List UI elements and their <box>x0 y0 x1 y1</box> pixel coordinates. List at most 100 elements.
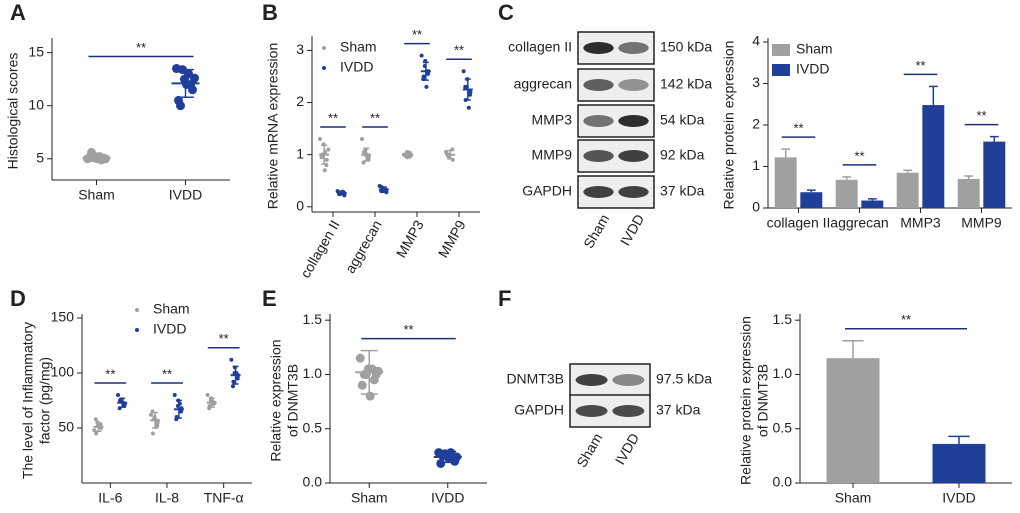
blot-band <box>612 374 645 386</box>
panel-label: A <box>10 0 26 25</box>
y-tick-label: 3 <box>752 74 760 90</box>
data-point <box>461 69 466 74</box>
significance-label: ** <box>454 43 464 58</box>
data-point <box>94 431 99 436</box>
data-point <box>373 366 383 376</box>
y-axis-label: Relative protein expression <box>738 316 754 485</box>
significance-label: ** <box>328 110 338 125</box>
blot-band <box>583 115 614 127</box>
data-point <box>357 380 367 390</box>
significance-label: ** <box>136 40 146 55</box>
blot-band <box>583 42 614 54</box>
y-tick-label: 10 <box>28 96 44 112</box>
bar <box>922 105 945 208</box>
data-point <box>148 412 153 417</box>
x-tick-label: IVDD <box>942 490 975 506</box>
data-point <box>463 84 468 89</box>
panel-label: D <box>10 286 26 311</box>
significance-label: ** <box>854 148 864 163</box>
x-tick-label: MMP9 <box>435 217 469 260</box>
y-tick-label: 1.5 <box>303 311 323 327</box>
significance-label: ** <box>162 366 172 381</box>
y-tick-label: 0 <box>752 199 760 215</box>
data-point <box>155 423 160 428</box>
data-point <box>319 155 324 160</box>
y-axis-label: Relative mRNA expression <box>265 43 281 210</box>
data-point <box>190 73 199 83</box>
data-point <box>205 393 210 397</box>
significance-label: ** <box>793 121 803 136</box>
x-tick-label: collagen II <box>767 215 831 231</box>
x-tick-label: Sham <box>835 490 872 506</box>
data-point <box>93 417 98 422</box>
legend-label: Sham <box>796 41 833 57</box>
blot-band <box>583 186 614 198</box>
bar <box>774 157 797 208</box>
bar <box>896 172 919 208</box>
lane-label: Sham <box>573 430 605 470</box>
legend-marker <box>135 328 139 332</box>
significance-label: ** <box>219 331 229 346</box>
y-tick-label: 0 <box>296 197 304 213</box>
blot-band <box>618 42 649 54</box>
blot-band <box>583 79 614 91</box>
panel-label: F <box>498 286 511 311</box>
significance-label: ** <box>370 110 380 125</box>
bar <box>983 141 1006 208</box>
blot-label: MMP9 <box>532 147 573 163</box>
data-point <box>424 84 429 89</box>
lane-label: IVDD <box>612 430 643 467</box>
blot-band <box>618 186 649 198</box>
blot-label: aggrecan <box>514 76 572 92</box>
x-tick-label: Sham <box>78 187 115 203</box>
x-tick-label: Sham <box>351 490 388 506</box>
blot-size: 54 kDa <box>660 112 705 128</box>
x-tick-label: collagen II <box>297 217 343 280</box>
x-tick-label: aggrecan <box>342 217 385 276</box>
blot-label: DNMT3B <box>506 371 564 387</box>
legend-marker <box>322 66 326 70</box>
data-point <box>355 353 365 363</box>
legend-label: Sham <box>340 39 377 55</box>
legend-label: Sham <box>153 301 190 317</box>
y-tick-label: 100 <box>51 364 75 380</box>
blot-label: GAPDH <box>522 183 572 199</box>
x-tick-label: IL-8 <box>155 490 179 506</box>
bar <box>861 200 884 208</box>
x-tick-label: aggrecan <box>830 215 888 231</box>
blot-size: 142 kDa <box>660 76 712 92</box>
lane-label: Sham <box>580 211 612 251</box>
y-tick-label: 1 <box>296 145 304 161</box>
significance-label: ** <box>412 27 422 42</box>
data-point <box>118 398 123 403</box>
legend-label: IVDD <box>340 59 373 75</box>
data-point <box>317 137 322 142</box>
significance-label: ** <box>976 108 986 123</box>
y-tick-label: 3 <box>296 41 304 57</box>
y-tick-label: 0.0 <box>773 474 793 490</box>
bar <box>835 179 858 208</box>
legend-marker <box>322 46 326 50</box>
blot-band <box>612 405 645 417</box>
data-point <box>230 384 235 389</box>
y-tick-label: 5 <box>36 149 44 165</box>
bar <box>800 192 823 208</box>
y-axis-label: of DNMT3B <box>285 364 301 437</box>
y-tick-label: 15 <box>28 43 44 59</box>
significance-label: ** <box>105 366 115 381</box>
blot-label: collagen II <box>508 39 572 55</box>
blot-label: GAPDH <box>514 402 564 418</box>
data-point <box>468 92 473 97</box>
data-point <box>229 357 234 362</box>
x-tick-label: IVDD <box>169 187 202 203</box>
blot-band <box>583 150 614 162</box>
y-tick-label: 1.0 <box>773 365 793 381</box>
panel-label: E <box>262 286 277 311</box>
y-tick-label: 4 <box>752 33 760 49</box>
y-tick-label: 0.5 <box>303 419 323 435</box>
y-axis-label: The level of Inflammatory <box>20 322 36 479</box>
data-point <box>172 393 177 397</box>
blot-band <box>575 374 608 386</box>
blot-band <box>618 79 649 91</box>
